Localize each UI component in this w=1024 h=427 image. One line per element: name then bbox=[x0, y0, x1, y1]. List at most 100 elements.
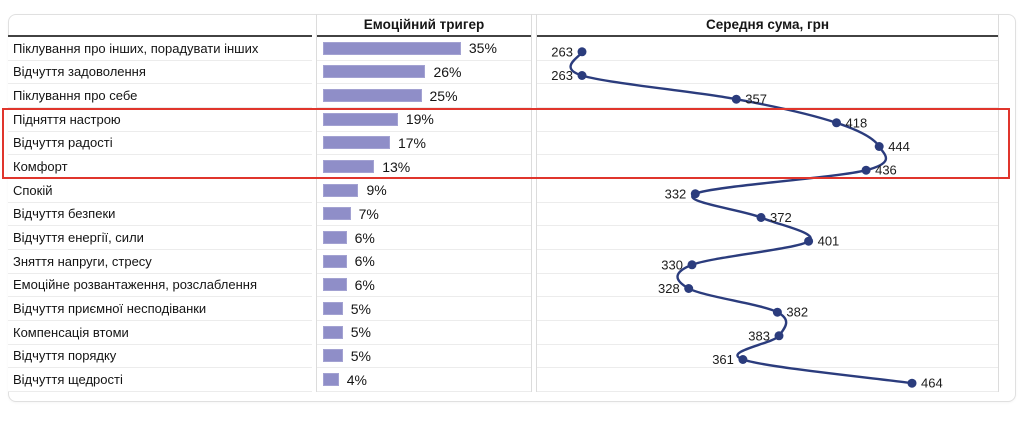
trigger-bar bbox=[323, 254, 347, 268]
category-label: Комфорт bbox=[13, 159, 68, 175]
bar-track: 6% bbox=[317, 230, 531, 246]
trigger-bar bbox=[323, 302, 343, 316]
trigger-percent-label: 5% bbox=[350, 347, 371, 364]
bar-track: 6% bbox=[317, 253, 531, 269]
bar-track: 25% bbox=[317, 88, 531, 104]
category-column-header bbox=[8, 14, 312, 37]
avg-sum-rows bbox=[537, 37, 998, 392]
trigger-bar bbox=[323, 160, 375, 174]
trigger-percent-label: 5% bbox=[350, 300, 371, 317]
avg-sum-column: Середня сума, грн bbox=[536, 14, 999, 392]
trigger-row: 5% bbox=[317, 297, 531, 321]
avg-sum-row bbox=[537, 61, 998, 85]
bar-track: 6% bbox=[317, 277, 531, 293]
category-label: Компенсація втоми bbox=[13, 324, 129, 340]
trigger-bar bbox=[323, 65, 426, 79]
category-row: Емоційне розвантаження, розслаблення bbox=[8, 273, 312, 298]
category-row: Відчуття приємної несподіванки bbox=[8, 297, 312, 321]
trigger-bar bbox=[323, 325, 343, 339]
category-label: Піклування про себе bbox=[13, 88, 138, 104]
category-label: Піклування про інших, порадувати інших bbox=[13, 40, 259, 56]
category-label: Відчуття щедрості bbox=[13, 372, 123, 388]
trigger-percent-label: 6% bbox=[354, 253, 375, 270]
category-label: Відчуття безпеки bbox=[13, 206, 116, 222]
avg-sum-column-header: Середня сума, грн bbox=[537, 14, 998, 37]
bar-track: 5% bbox=[317, 301, 531, 317]
trigger-column: Емоційний тригер 35% 26% 25% 19% 17% 13% 9% 7% 6… bbox=[316, 14, 532, 392]
trigger-bar bbox=[323, 112, 398, 126]
avg-sum-row bbox=[537, 321, 998, 345]
trigger-bar bbox=[323, 373, 339, 387]
trigger-column-header: Емоційний тригер bbox=[317, 14, 531, 37]
trigger-percent-label: 6% bbox=[354, 229, 375, 246]
bar-track: 9% bbox=[317, 182, 531, 198]
avg-sum-row bbox=[537, 203, 998, 227]
category-label: Відчуття приємної несподіванки bbox=[13, 301, 207, 317]
bar-track: 17% bbox=[317, 135, 531, 151]
category-column: Піклування про інших, порадувати інших Ві… bbox=[8, 14, 312, 392]
trigger-row: 17% bbox=[317, 131, 531, 156]
trigger-percent-label: 26% bbox=[433, 63, 462, 80]
trigger-percent-label: 25% bbox=[429, 87, 458, 104]
trigger-row: 35% bbox=[317, 37, 531, 61]
trigger-bar bbox=[323, 349, 343, 363]
trigger-bar bbox=[323, 278, 347, 292]
avg-sum-row bbox=[537, 108, 998, 132]
avg-sum-row bbox=[537, 84, 998, 108]
trigger-row: 9% bbox=[317, 178, 531, 203]
trigger-row: 7% bbox=[317, 202, 531, 227]
trigger-percent-label: 4% bbox=[346, 371, 367, 388]
category-row: Відчуття енергії, сили bbox=[8, 226, 312, 250]
category-row: Відчуття задоволення bbox=[8, 60, 312, 85]
trigger-bar bbox=[323, 136, 390, 150]
category-row: Піклування про інших, порадувати інших bbox=[8, 37, 312, 61]
avg-sum-row bbox=[537, 226, 998, 250]
category-label: Емоційне розвантаження, розслаблення bbox=[13, 277, 258, 293]
category-label: Відчуття порядку bbox=[13, 348, 117, 364]
bar-track: 19% bbox=[317, 111, 531, 127]
bar-track: 13% bbox=[317, 159, 531, 175]
bar-track: 5% bbox=[317, 348, 531, 364]
category-row: Зняття напруги, стресу bbox=[8, 249, 312, 274]
trigger-bar bbox=[323, 183, 359, 197]
category-label: Відчуття енергії, сили bbox=[13, 230, 144, 246]
trigger-percent-label: 7% bbox=[358, 205, 379, 222]
category-label: Відчуття задоволення bbox=[13, 64, 146, 80]
trigger-row: 4% bbox=[317, 368, 531, 392]
bar-track: 26% bbox=[317, 64, 531, 80]
category-row: Компенсація втоми bbox=[8, 320, 312, 345]
trigger-row: 26% bbox=[317, 60, 531, 85]
category-label: Відчуття радості bbox=[13, 135, 113, 151]
bar-track: 7% bbox=[317, 206, 531, 222]
avg-sum-row bbox=[537, 132, 998, 156]
avg-sum-row bbox=[537, 179, 998, 203]
category-row: Підняття настрою bbox=[8, 107, 312, 132]
avg-sum-row bbox=[537, 368, 998, 392]
trigger-percent-label: 17% bbox=[397, 134, 426, 151]
category-row: Відчуття щедрості bbox=[8, 368, 312, 392]
category-label: Підняття настрою bbox=[13, 111, 121, 127]
trigger-percent-label: 13% bbox=[382, 158, 411, 175]
category-row: Піклування про себе bbox=[8, 84, 312, 108]
category-row: Комфорт bbox=[8, 155, 312, 179]
category-label: Спокій bbox=[13, 182, 53, 198]
trigger-bar bbox=[323, 89, 422, 103]
trigger-row: 6% bbox=[317, 273, 531, 298]
trigger-row: 13% bbox=[317, 155, 531, 179]
category-row: Відчуття радості bbox=[8, 131, 312, 156]
avg-sum-row bbox=[537, 37, 998, 61]
bar-track: 5% bbox=[317, 324, 531, 340]
trigger-percent-label: 19% bbox=[405, 111, 434, 128]
avg-sum-row bbox=[537, 274, 998, 298]
avg-sum-row bbox=[537, 297, 998, 321]
bar-track: 35% bbox=[317, 40, 531, 56]
trigger-percent-label: 6% bbox=[354, 276, 375, 293]
trigger-row: 6% bbox=[317, 226, 531, 250]
bar-track: 4% bbox=[317, 372, 531, 388]
trigger-bar bbox=[323, 207, 351, 221]
avg-sum-row bbox=[537, 155, 998, 179]
category-label: Зняття напруги, стресу bbox=[13, 253, 152, 269]
trigger-percent-label: 5% bbox=[350, 324, 371, 341]
category-row: Відчуття порядку bbox=[8, 344, 312, 369]
